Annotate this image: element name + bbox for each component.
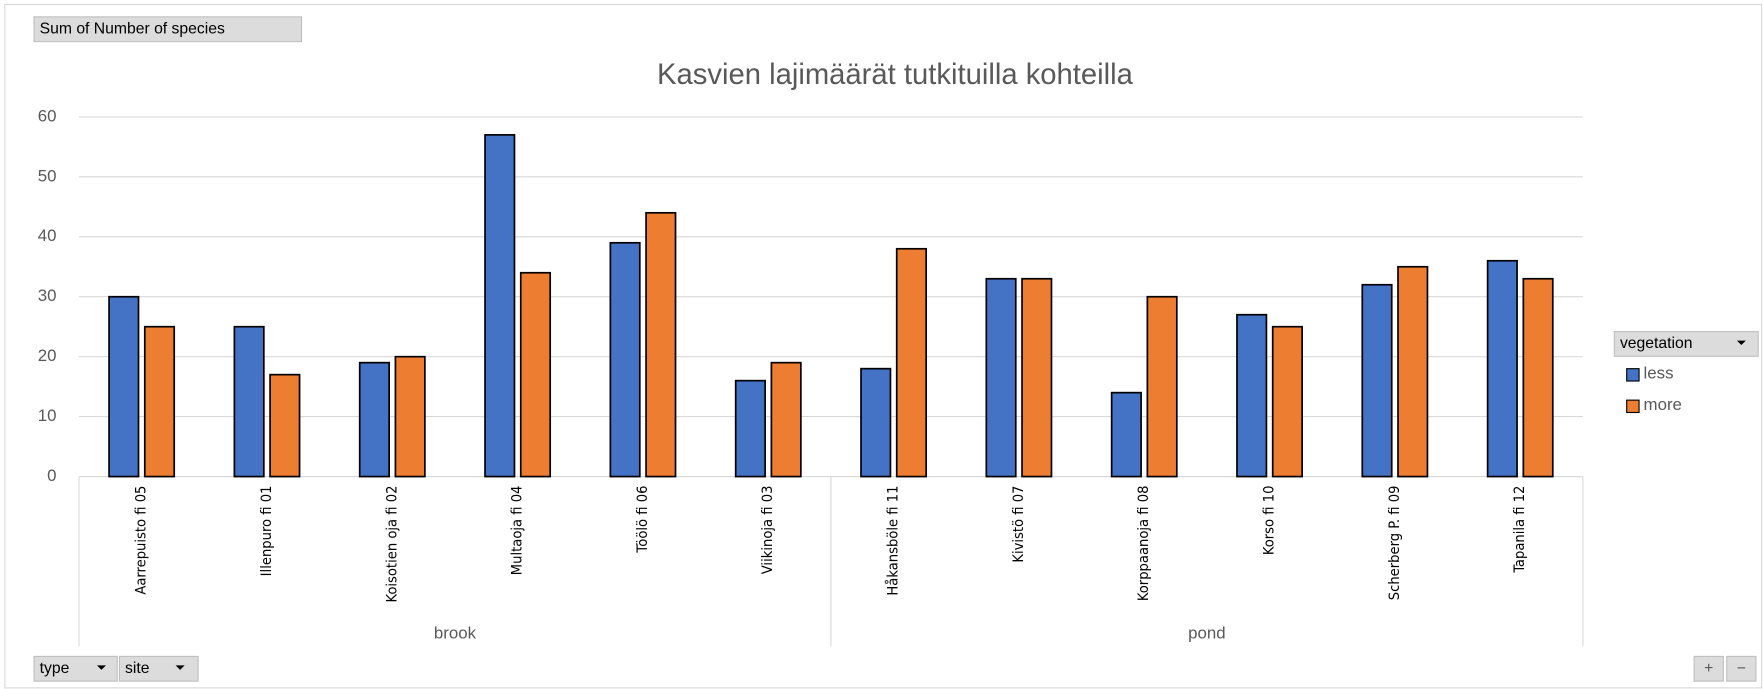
- zoom-in-label: +: [1704, 660, 1713, 677]
- site-field-button[interactable]: site: [118, 655, 199, 682]
- x-tick-label: Viikinoja fi 03: [759, 486, 776, 575]
- type-field-button[interactable]: type: [33, 655, 118, 682]
- y-tick-label: 20: [38, 346, 57, 365]
- bar: [645, 211, 677, 478]
- bar: [1021, 277, 1053, 478]
- group-label: brook: [434, 623, 477, 642]
- legend-label: more: [1644, 395, 1682, 414]
- bar: [394, 355, 426, 478]
- bar: [609, 241, 641, 478]
- legend-swatch: [1626, 399, 1640, 414]
- bar: [770, 361, 802, 478]
- bar: [358, 361, 390, 478]
- bar: [1486, 259, 1518, 478]
- x-tick-label: Korso fi 10: [1261, 486, 1278, 556]
- bar: [519, 271, 552, 478]
- x-tick-label: Korppaanoja fi 08: [1135, 486, 1152, 602]
- x-tick-label: Aarrepuisto fi 05: [133, 486, 150, 595]
- bar: [233, 325, 265, 478]
- x-tick-label: Scherberg P. fi 09: [1386, 486, 1403, 601]
- bar: [143, 325, 176, 478]
- bar: [860, 367, 892, 478]
- y-tick-label: 0: [47, 466, 56, 485]
- bar: [1522, 277, 1554, 478]
- bar: [108, 295, 140, 478]
- bar: [1110, 391, 1142, 478]
- value-field-label: Sum of Number of species: [40, 20, 225, 37]
- x-tick-label: Kivistö fi 07: [1010, 486, 1027, 563]
- bar: [1361, 283, 1393, 478]
- bar: [269, 373, 301, 478]
- chart-area: [4, 3, 1763, 689]
- x-tick-label: Töölö fi 06: [634, 486, 651, 554]
- group-label: pond: [1188, 623, 1225, 642]
- y-tick-label: 30: [38, 286, 57, 305]
- bar: [734, 379, 766, 478]
- y-tick-label: 60: [38, 106, 57, 125]
- bar: [1271, 325, 1303, 478]
- bar: [985, 277, 1017, 478]
- x-tick-label: Illenpuro fi 01: [258, 486, 275, 577]
- y-tick-label: 50: [38, 166, 57, 185]
- legend-swatch: [1626, 368, 1640, 382]
- legend-field-button[interactable]: vegetation: [1613, 331, 1759, 357]
- bar: [484, 134, 516, 478]
- y-tick-label: 40: [38, 226, 57, 245]
- bar: [1397, 265, 1429, 478]
- bar: [1146, 295, 1178, 478]
- zoom-out-button[interactable]: −: [1726, 655, 1757, 682]
- y-tick-label: 10: [38, 406, 57, 425]
- chart-title: Kasvien lajimäärät tutkituilla kohteilla: [657, 59, 1134, 91]
- axis-field-label: site: [125, 660, 150, 677]
- legend-field-label: vegetation: [1620, 335, 1693, 352]
- zoom-in-button[interactable]: +: [1693, 655, 1724, 682]
- zoom-out-label: −: [1737, 660, 1746, 677]
- value-field-button[interactable]: Sum of Number of species: [33, 16, 303, 43]
- legend-label: less: [1644, 364, 1674, 383]
- x-tick-label: Koisotien oja fi 02: [383, 486, 400, 603]
- bar: [1236, 313, 1268, 478]
- axis-field-label: type: [40, 660, 70, 677]
- x-tick-label: Tapanila fi 12: [1511, 486, 1528, 574]
- x-tick-label: Håkansböle fi 11: [885, 486, 902, 596]
- x-tick-label: Multaoja fi 04: [509, 486, 526, 576]
- bar: [895, 247, 928, 478]
